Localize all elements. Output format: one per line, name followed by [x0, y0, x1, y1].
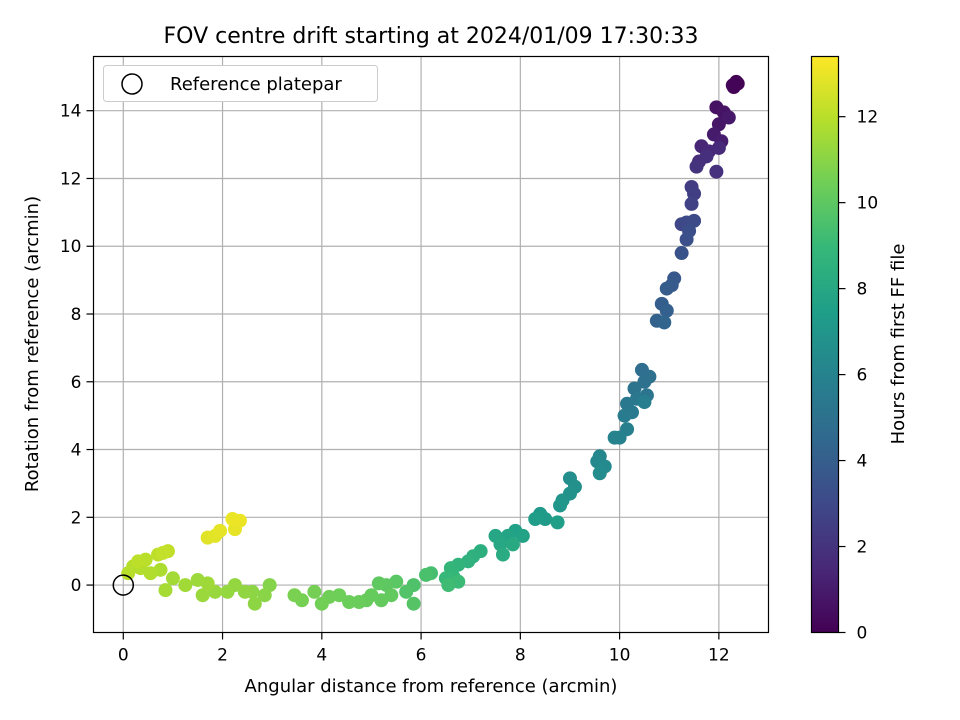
- drift-point: [419, 567, 434, 582]
- drift-point: [495, 547, 510, 562]
- y-tick-label: 2: [71, 508, 82, 528]
- drift-point: [232, 513, 247, 528]
- x-tick-label: 10: [609, 646, 631, 666]
- colorbar-gradient: [810, 55, 840, 634]
- drift-point: [121, 566, 136, 581]
- drift-point: [287, 588, 302, 603]
- x-axis-label: Angular distance from reference (arcmin): [245, 676, 618, 697]
- x-axis-ticks: 0 2 4 6 8 10 12: [118, 632, 730, 666]
- drift-point: [553, 498, 568, 513]
- y-tick-label: 14: [60, 102, 82, 122]
- drift-point: [441, 578, 456, 593]
- drift-point: [674, 246, 689, 261]
- x-tick-label: 12: [708, 646, 730, 666]
- drift-point: [538, 511, 553, 526]
- drift-point: [709, 164, 724, 179]
- drift-point: [178, 578, 193, 593]
- gridlines: [93, 56, 769, 633]
- drift-point: [307, 584, 322, 599]
- colorbar-tick-label: 0: [857, 624, 868, 644]
- drift-point: [131, 554, 146, 569]
- drift-point: [165, 571, 180, 586]
- colorbar-ticks: 0 2 4 6 8 10 12: [838, 108, 879, 644]
- legend-entry-label: Reference platepar: [170, 74, 342, 95]
- drift-point: [711, 140, 726, 155]
- legend: Reference platepar: [103, 65, 378, 102]
- drift-point: [679, 232, 694, 247]
- y-tick-label: 8: [71, 305, 82, 325]
- y-axis-ticks: 0 2 4 6 8 10 12 14: [60, 102, 94, 596]
- drift-point: [314, 596, 329, 611]
- drift-point: [528, 511, 543, 526]
- drift-point: [637, 395, 652, 410]
- drift-point: [550, 515, 565, 530]
- x-tick-label: 0: [118, 646, 129, 666]
- drift-point: [657, 315, 672, 330]
- drift-point: [406, 596, 421, 611]
- drift-point: [342, 595, 357, 610]
- drift-point: [220, 584, 235, 599]
- chart-title: FOV centre drift starting at 2024/01/09 …: [164, 24, 699, 49]
- colorbar-tick-label: 4: [857, 452, 868, 472]
- drift-point: [195, 588, 210, 603]
- drift-point: [237, 584, 252, 599]
- y-tick-label: 4: [71, 441, 82, 461]
- drift-point: [200, 576, 215, 591]
- drift-point: [617, 408, 632, 423]
- y-tick-label: 10: [60, 237, 82, 257]
- drift-point: [155, 545, 170, 560]
- drift-point: [725, 78, 740, 93]
- drift-point: [352, 595, 367, 610]
- drift-point: [684, 196, 699, 211]
- x-tick-label: 8: [515, 646, 526, 666]
- colorbar-tick-label: 8: [857, 280, 868, 300]
- drift-point: [515, 528, 530, 543]
- drift-point: [399, 584, 414, 599]
- reference-platepar-marker: [112, 574, 135, 596]
- x-tick-label: 6: [416, 646, 427, 666]
- drift-point: [659, 281, 674, 296]
- colorbar-tick-label: 2: [857, 538, 868, 558]
- drift-point: [689, 159, 704, 174]
- drift-point: [247, 596, 262, 611]
- y-tick-label: 12: [60, 169, 82, 189]
- colorbar-tick-label: 10: [857, 194, 879, 214]
- x-tick-label: 2: [217, 646, 228, 666]
- drift-point: [607, 430, 622, 445]
- drift-point: [699, 149, 714, 164]
- drift-point: [257, 588, 272, 603]
- colorbar-tick-label: 12: [857, 108, 879, 128]
- colorbar-tick-label: 6: [857, 366, 868, 386]
- legend-reference-marker: [121, 73, 143, 95]
- drift-point: [721, 110, 736, 125]
- drift-point: [659, 303, 674, 318]
- drift-point: [592, 466, 607, 481]
- plot-frame: [92, 55, 770, 634]
- drift-point: [213, 523, 228, 538]
- drift-point: [637, 374, 652, 389]
- colorbar: 0 2 4 6 8 10 12 Hours from first FF file: [810, 55, 909, 644]
- y-tick-label: 6: [71, 373, 82, 393]
- drift-point: [158, 583, 173, 598]
- drift-point: [371, 576, 386, 591]
- data-points: [121, 74, 745, 611]
- colorbar-label: Hours from first FF file: [888, 244, 909, 445]
- x-tick-label: 4: [316, 646, 327, 666]
- y-tick-label: 0: [71, 576, 82, 596]
- y-axis-label: Rotation from reference (arcmin): [22, 196, 43, 492]
- drift-point: [505, 537, 520, 552]
- legend-box: [103, 65, 378, 102]
